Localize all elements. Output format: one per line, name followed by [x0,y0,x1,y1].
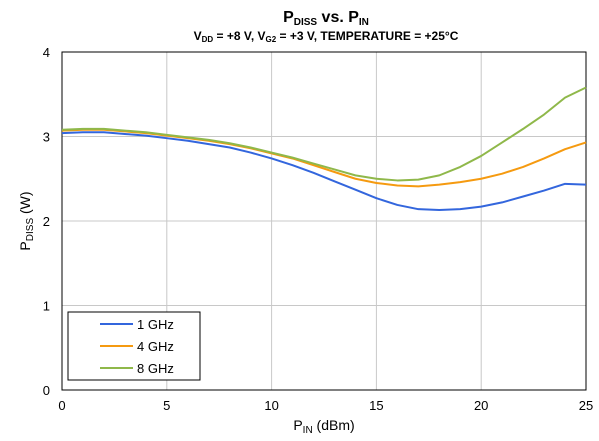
y-tick-label: 2 [43,214,50,229]
chart-title: PDISS vs. PIN [283,9,369,28]
chart-subtitle: VDD = +8 V, VG2 = +3 V, TEMPERATURE = +2… [194,29,459,44]
series-line-8-ghz [61,86,587,182]
legend-label: 1 GHz [137,317,174,332]
y-tick-label: 3 [43,130,50,145]
legend-box [67,311,201,381]
x-tick-label: 20 [474,398,488,413]
legend-label: 4 GHz [137,339,174,354]
x-tick-label: 0 [58,398,65,413]
x-axis-label: PIN (dBm) [293,417,354,436]
series-line-1-ghz [61,131,587,212]
y-tick-label: 4 [43,45,50,60]
y-tick-label: 1 [43,299,50,314]
x-tick-label: 15 [369,398,383,413]
series-lines [61,86,587,212]
y-axis-label: PDISS (W) [17,191,36,250]
x-tick-label: 25 [579,398,593,413]
y-tick-label: 0 [43,383,50,398]
plot-area [61,51,587,391]
y-axis-ticks: 0 1 2 3 4 [43,45,50,398]
x-axis-ticks: 0 5 10 15 20 25 [58,398,593,413]
x-tick-label: 10 [264,398,278,413]
legend: 1 GHz 4 GHz 8 GHz [67,311,201,381]
x-tick-label: 5 [163,398,170,413]
legend-label: 8 GHz [137,361,174,376]
